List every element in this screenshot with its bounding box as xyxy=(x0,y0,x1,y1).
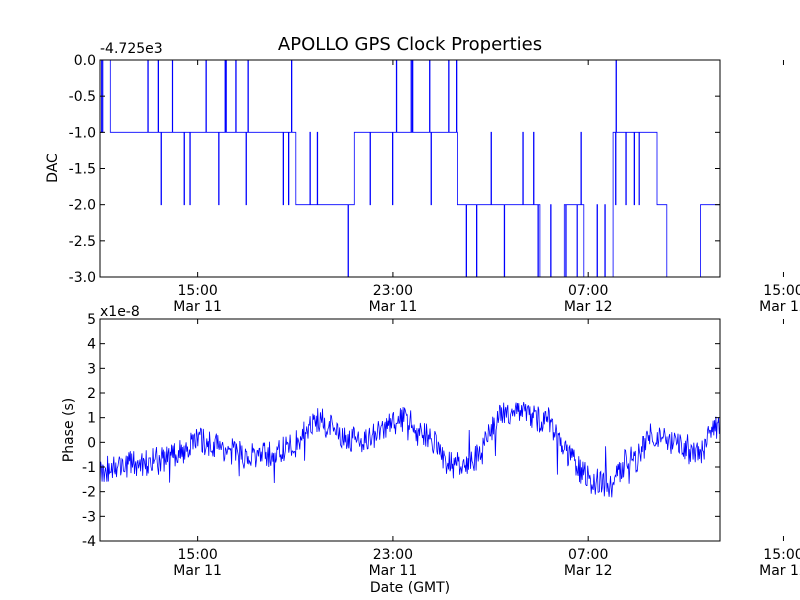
phase-xtick-date: Mar 12 xyxy=(759,563,800,579)
dac-y-axis-label: DAC xyxy=(45,153,61,183)
phase-ytick-label: -2 xyxy=(82,485,96,501)
phase-xtick-date: Mar 11 xyxy=(369,563,418,579)
phase-x-axis-label: Date (GMT) xyxy=(370,580,450,596)
dac-xtick-date: Mar 12 xyxy=(759,299,800,315)
phase-ytick-label: -4 xyxy=(82,534,96,550)
dac-xtick-date: Mar 11 xyxy=(369,299,418,315)
dac-xtick-time: 07:00 xyxy=(568,283,608,299)
dac-offset-label: -4.725e3 xyxy=(100,41,163,57)
phase-xtick-time: 07:00 xyxy=(568,547,608,563)
phase-xtick-date: Mar 11 xyxy=(173,563,222,579)
phase-xtick-date: Mar 12 xyxy=(564,563,613,579)
phase-ytick-label: -3 xyxy=(82,509,96,525)
phase-xtick-time: 15:00 xyxy=(763,547,800,563)
phase-ytick-label: -1 xyxy=(82,460,96,476)
dac-ytick-label: -3.0 xyxy=(69,270,96,286)
dac-ytick-label: -1.5 xyxy=(69,162,96,178)
dac-xtick-time: 15:00 xyxy=(177,283,217,299)
dac-xtick-date: Mar 12 xyxy=(564,299,613,315)
chart-title: APOLLO GPS Clock Properties xyxy=(278,34,542,55)
dac-xtick-time: 23:00 xyxy=(373,283,413,299)
phase-ytick-label: 2 xyxy=(87,386,96,402)
dac-ytick-label: -2.0 xyxy=(69,198,96,214)
phase-axes-frame xyxy=(99,318,721,542)
dac-ytick-label: -2.5 xyxy=(69,234,96,250)
phase-series-line xyxy=(100,401,720,498)
phase-ytick-label: 1 xyxy=(87,411,96,427)
phase-ytick-label: 5 xyxy=(87,312,96,328)
phase-xtick-time: 23:00 xyxy=(373,547,413,563)
phase-ytick-label: 0 xyxy=(87,435,96,451)
phase-y-axis-label: Phase (s) xyxy=(61,398,77,462)
dac-ytick-label: -1.0 xyxy=(69,125,96,141)
phase-plot-area xyxy=(100,401,720,498)
dac-ytick-label: 0.0 xyxy=(74,53,96,69)
phase-offset-label: x1e-8 xyxy=(100,304,140,320)
phase-xtick-time: 15:00 xyxy=(177,547,217,563)
phase-ytick-label: 3 xyxy=(87,361,96,377)
dac-plot-area xyxy=(100,60,720,277)
dac-xtick-time: 15:00 xyxy=(763,283,800,299)
phase-ytick-label: 4 xyxy=(87,337,96,353)
dac-ytick-label: -0.5 xyxy=(69,89,96,105)
dac-xtick-date: Mar 11 xyxy=(173,299,222,315)
dac-series-line xyxy=(100,60,720,277)
